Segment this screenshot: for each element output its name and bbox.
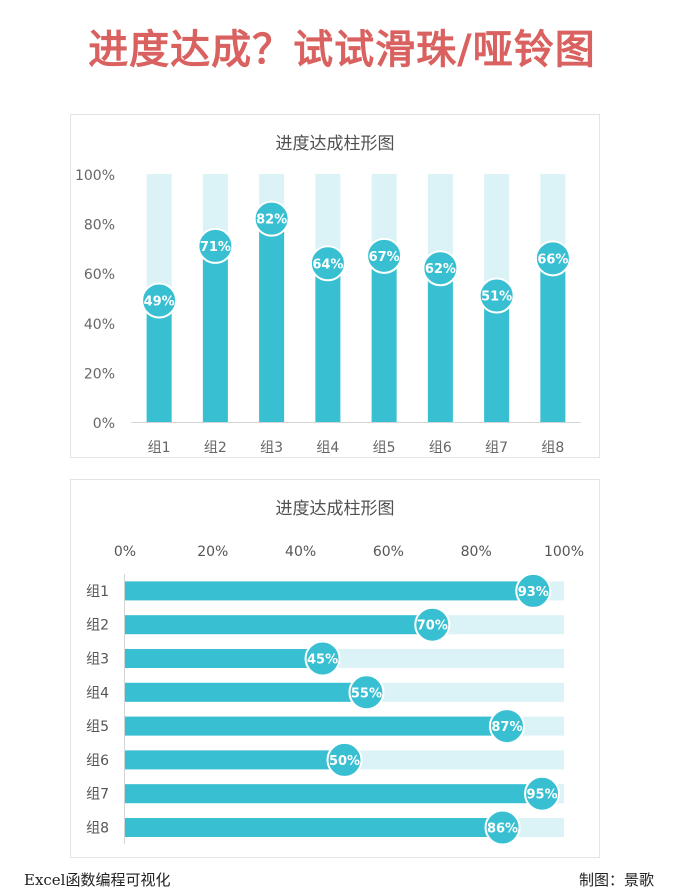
category-label: 组1 [148,440,171,456]
bead-marker [141,282,178,319]
bar [125,818,503,837]
bead-marker [515,572,552,609]
bar [125,581,534,601]
y-tick-label: 100% [75,168,115,184]
x-tick-label: 100% [544,544,584,560]
data-label: 51% [481,290,512,305]
bar-chart-title: 进度达成柱形图 [275,499,395,519]
x-tick-label: 60% [373,544,404,560]
bar [146,300,172,422]
category-label: 组3 [86,652,109,668]
data-label: 49% [144,294,175,309]
category-label: 组7 [86,787,109,803]
data-label: 45% [307,653,338,668]
bead-marker [484,809,521,846]
data-label: 50% [329,754,360,769]
bead-marker [348,674,385,711]
y-tick-label: 80% [84,218,115,234]
bar [315,263,341,422]
footer-source: Excel函数编程可视化 [24,871,171,889]
category-label: 组1 [86,584,109,600]
bar [125,784,543,804]
y-tick-label: 60% [84,267,115,283]
category-label: 组6 [429,440,452,456]
bead-marker [478,277,515,314]
page-title: 进度达成？试试滑珠/哑铃图 [88,27,596,73]
data-label: 71% [200,240,231,255]
data-label: 62% [425,262,456,277]
bar-chart-plot: 0% 20% 40% 60% 80% 100% 93% 组1 70% 组2 45% 组3 55% 组4 87… [86,544,584,846]
bead-marker [309,245,346,282]
bead-marker [488,708,525,745]
bead-marker [326,741,363,778]
column-chart-plot: 0% 20% 40% 60% 80% 100% 49% 组1 71% 组2 82% 组3 64% 组4 67… [75,168,581,456]
category-label: 组8 [86,821,109,837]
footer-author: 制图：景歌 [578,871,654,889]
bead-marker [366,237,403,274]
data-label: 55% [351,686,382,701]
data-label: 70% [417,619,448,634]
data-label: 93% [518,585,549,600]
bar [125,615,433,635]
category-label: 组3 [260,440,283,456]
bead-marker [422,250,459,287]
bar [371,255,397,422]
y-tick-label: 0% [93,416,115,432]
category-label: 组7 [485,440,508,456]
category-label: 组4 [86,685,109,701]
bar [484,295,510,422]
bar [125,649,323,668]
bar [259,218,285,422]
bead-marker [304,640,341,677]
category-label: 组5 [373,440,396,456]
bead-marker [414,606,451,643]
bead-marker [253,200,290,237]
y-tick-label: 40% [84,317,115,333]
category-label: 组8 [541,440,564,456]
data-label: 66% [537,252,568,267]
data-label: 64% [312,257,343,272]
x-tick-label: 0% [114,544,136,560]
y-tick-label: 20% [84,366,115,382]
x-tick-label: 40% [285,544,316,560]
bar [125,750,345,770]
category-label: 组5 [86,719,109,735]
bar [125,682,367,702]
bar [202,245,228,422]
category-label: 组2 [86,618,109,634]
category-label: 组2 [204,440,227,456]
bead-marker [534,240,571,277]
category-label: 组4 [316,440,339,456]
bead-marker [197,227,234,264]
x-tick-label: 80% [461,544,492,560]
bar [125,716,507,736]
column-chart: 进度达成柱形图 0% 20% 40% 60% 80% 100% 49% 组1 71% 组2 82% 组… [70,114,600,458]
data-label: 67% [369,250,400,265]
bar-chart: 进度达成柱形图 0% 20% 40% 60% 80% 100% 93% 组1 70% 组2 45% 组… [70,479,600,858]
data-label: 82% [256,213,287,228]
category-label: 组6 [86,753,109,769]
bar [540,258,566,422]
data-label: 86% [487,822,518,837]
column-chart-title: 进度达成柱形图 [275,134,395,154]
bead-marker [524,775,561,812]
x-tick-label: 20% [197,544,228,560]
data-label: 95% [526,788,557,803]
bar [427,268,453,422]
data-label: 87% [491,720,522,735]
